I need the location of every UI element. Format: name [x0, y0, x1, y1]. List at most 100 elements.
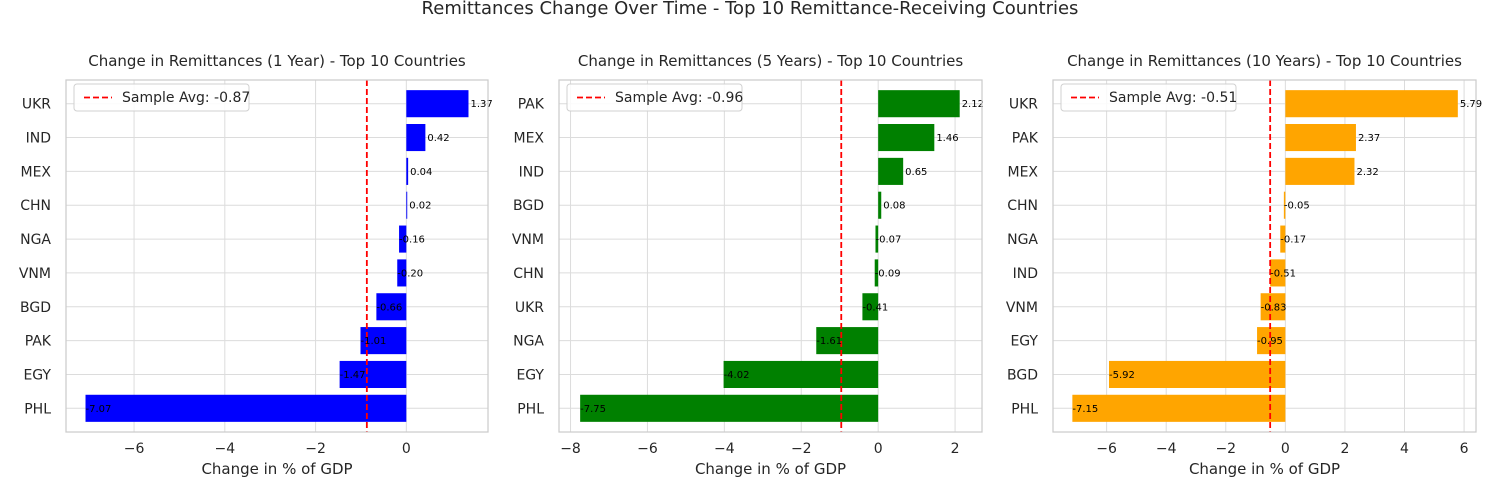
bar: [878, 191, 882, 219]
bar: [1072, 394, 1286, 422]
y-tick-label: MEX: [1007, 164, 1038, 180]
value-label: -4.02: [724, 370, 750, 381]
value-label: 5.79: [1460, 99, 1482, 110]
bar: [406, 90, 469, 118]
bar: [878, 124, 935, 152]
bar: [580, 394, 879, 422]
y-tick-label: UKR: [22, 97, 51, 113]
y-tick-label: MEX: [513, 131, 544, 147]
bar: [406, 157, 409, 185]
bar: [862, 293, 879, 321]
bar: [875, 225, 879, 253]
legend-label: Sample Avg: -0.51: [1109, 90, 1237, 106]
value-label: -5.92: [1109, 370, 1135, 381]
bar: [874, 259, 879, 287]
value-label: 1.46: [936, 133, 958, 144]
bar: [1260, 293, 1286, 321]
y-tick-label: PAK: [518, 97, 545, 113]
y-tick-label: IND: [519, 164, 544, 180]
x-tick-label: 2: [1340, 441, 1349, 457]
x-tick-label: −8: [560, 441, 581, 457]
bar: [397, 259, 407, 287]
x-tick-label: −6: [1096, 441, 1117, 457]
value-label: -0.41: [862, 302, 888, 313]
x-axis-label: Change in % of GDP: [201, 460, 352, 478]
x-tick-label: −2: [791, 441, 812, 457]
y-tick-label: VNM: [19, 266, 51, 282]
bar: [1283, 191, 1286, 219]
subplot-1: −6 −4 −2 0 UKR IND MEX CHN NGA VNM BGD PAK EGY PHL 1.3…: [19, 52, 493, 478]
legend-box: [566, 83, 743, 112]
y-tick-label: PHL: [517, 401, 544, 417]
bar: [360, 327, 407, 355]
x-tick-label: −6: [124, 441, 145, 457]
y-tick-label: PHL: [1011, 401, 1038, 417]
bar: [339, 360, 407, 388]
x-tick-label: −4: [1156, 441, 1177, 457]
x-tick-label: 4: [1400, 441, 1409, 457]
value-label: -0.17: [1280, 235, 1306, 246]
y-tick-label: PAK: [1012, 131, 1039, 147]
bar: [1285, 124, 1356, 152]
plot-frame: [558, 79, 983, 433]
bar: [399, 225, 407, 253]
bar: [1285, 90, 1458, 118]
y-tick-label: VNM: [1006, 300, 1038, 316]
y-tick-label: EGY: [516, 367, 544, 383]
value-label: -0.16: [399, 235, 425, 246]
y-tick-label: UKR: [1009, 97, 1038, 113]
bar: [1109, 360, 1286, 388]
value-label: -1.61: [816, 336, 842, 347]
subplot-title: Change in Remittances (1 Year) - Top 10 …: [88, 52, 466, 70]
value-label: -1.01: [360, 336, 386, 347]
bar: [878, 157, 904, 185]
y-tick-label: MEX: [20, 164, 51, 180]
value-label: -7.75: [580, 404, 606, 415]
value-label: -7.07: [86, 404, 112, 415]
value-label: -0.07: [875, 235, 901, 246]
y-tick-label: CHN: [513, 266, 544, 282]
x-tick-label: 2: [951, 441, 960, 457]
legend-box: [1060, 83, 1237, 112]
plot-frame: [65, 79, 489, 433]
y-tick-label: NGA: [513, 334, 544, 350]
value-label: 0.65: [905, 167, 927, 178]
bar: [1280, 225, 1286, 253]
x-tick-label: 0: [1281, 441, 1290, 457]
y-tick-label: PAK: [25, 334, 52, 350]
value-label: 2.32: [1356, 167, 1378, 178]
bar: [406, 191, 408, 219]
bar: [406, 124, 426, 152]
bar: [1285, 157, 1355, 185]
bar: [723, 360, 879, 388]
y-tick-label: CHN: [1007, 198, 1038, 214]
value-label: -1.47: [340, 370, 366, 381]
y-tick-label: UKR: [515, 300, 544, 316]
value-label: 0.42: [427, 133, 449, 144]
x-tick-label: 0: [874, 441, 883, 457]
bar: [816, 327, 879, 355]
value-label: -0.66: [376, 302, 402, 313]
value-label: -0.09: [875, 268, 901, 279]
value-label: -0.83: [1261, 302, 1287, 313]
y-tick-label: CHN: [20, 198, 51, 214]
legend-box: [73, 83, 250, 112]
y-tick-label: EGY: [23, 367, 51, 383]
value-label: 0.02: [409, 201, 431, 212]
bar: [376, 293, 407, 321]
x-axis-label: Change in % of GDP: [695, 460, 846, 478]
value-label: -0.20: [397, 268, 423, 279]
value-label: -0.95: [1257, 336, 1283, 347]
value-label: 2.12: [962, 99, 984, 110]
subplot-title: Change in Remittances (5 Years) - Top 10…: [578, 52, 963, 70]
y-tick-label: EGY: [1010, 334, 1038, 350]
legend: Sample Avg: -0.87: [73, 83, 250, 112]
subplot-3: −6 −4 −2 0 2 4 6 UKR PAK MEX CHN NGA IND VNM EGY BGD PHL…: [1006, 52, 1482, 478]
y-tick-label: BGD: [513, 198, 544, 214]
legend-label: Sample Avg: -0.87: [122, 90, 250, 106]
value-label: 1.37: [470, 99, 492, 110]
value-label: -7.15: [1072, 404, 1098, 415]
figure-title: Remittances Change Over Time - Top 10 Re…: [421, 0, 1079, 19]
x-axis-label: Change in % of GDP: [1189, 460, 1340, 478]
y-tick-label: IND: [1013, 266, 1038, 282]
